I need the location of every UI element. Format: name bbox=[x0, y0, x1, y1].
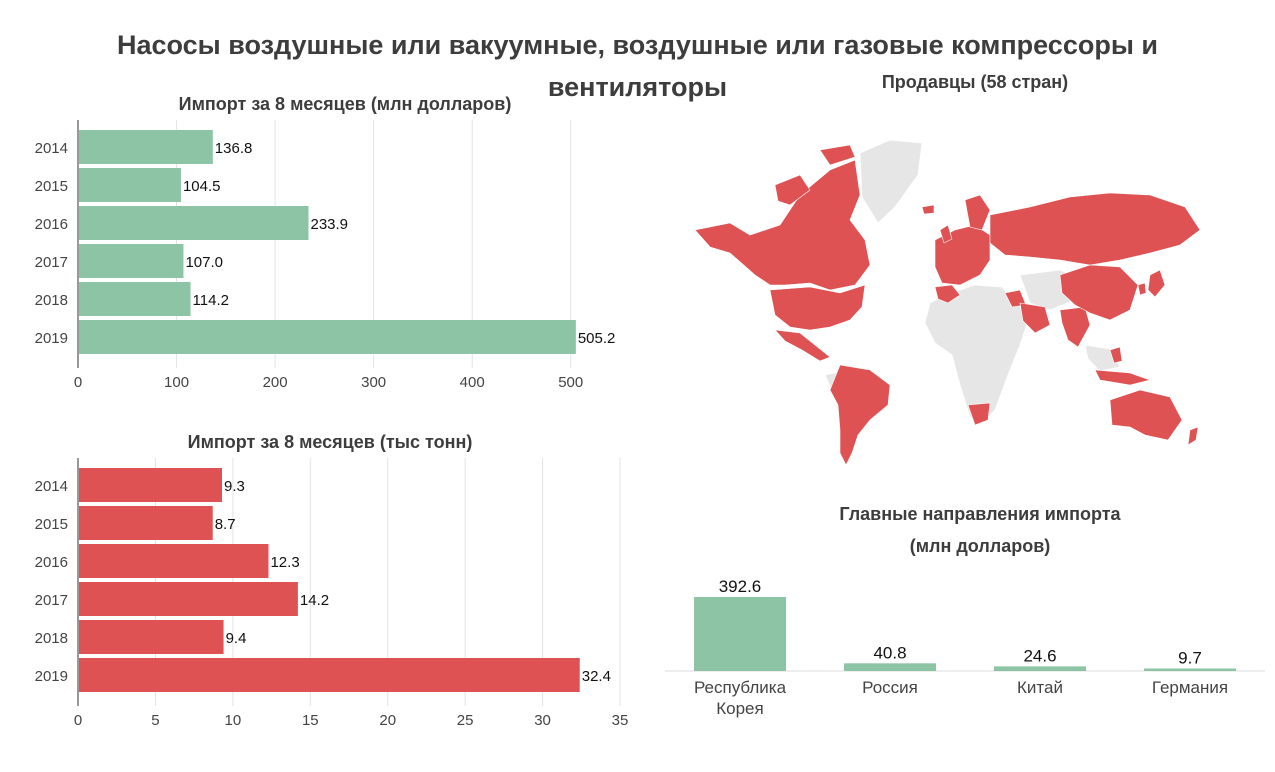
bar bbox=[79, 620, 224, 654]
data-label: 14.2 bbox=[300, 592, 329, 609]
x-tick-label: 20 bbox=[379, 712, 396, 728]
import-volume-bar-chart: 0 5 10 15 20 25 30 35 2014 9.3 2015 8.7 2016 12.3 2017… bbox=[35, 458, 629, 728]
data-label: 392.6 bbox=[719, 577, 762, 596]
data-label: 233.9 bbox=[310, 216, 348, 233]
map-subtitle: Продавцы (58 стран) bbox=[881, 72, 1069, 92]
chart-title-tonnes: Импорт за 8 месяцев (тыс тонн) bbox=[187, 432, 473, 452]
map-russia bbox=[989, 192, 1201, 266]
bar bbox=[79, 168, 181, 202]
bar bbox=[694, 597, 786, 671]
bar bbox=[79, 582, 298, 616]
map-scandinavia bbox=[964, 194, 991, 231]
data-label: 32.4 bbox=[582, 668, 611, 685]
map-middle-east bbox=[1019, 302, 1051, 334]
y-category-label: 2016 bbox=[35, 554, 68, 571]
data-label: 107.0 bbox=[185, 254, 223, 271]
map-india bbox=[1059, 306, 1091, 348]
sellers-world-map bbox=[694, 139, 1201, 466]
data-label: 40.8 bbox=[873, 643, 906, 662]
bar bbox=[79, 544, 269, 578]
bar bbox=[79, 130, 213, 164]
bar bbox=[79, 320, 576, 354]
map-south-america bbox=[829, 364, 891, 466]
data-label: 8.7 bbox=[215, 516, 236, 533]
x-tick-label: 10 bbox=[225, 712, 242, 728]
x-tick-label: 0 bbox=[74, 374, 82, 391]
bar bbox=[1144, 668, 1236, 671]
chart-title-usd: Импорт за 8 месяцев (млн долларов) bbox=[178, 94, 512, 114]
map-uk bbox=[939, 224, 953, 244]
map-china bbox=[1059, 264, 1139, 321]
bar bbox=[79, 468, 223, 502]
x-tick-label: 15 bbox=[302, 712, 319, 728]
y-category-label: 2019 bbox=[35, 330, 68, 347]
y-category-label: 2014 bbox=[35, 140, 68, 157]
y-category-label: 2018 bbox=[35, 292, 68, 309]
x-tick-label: 30 bbox=[534, 712, 551, 728]
x-category-label: Германия bbox=[1152, 678, 1228, 697]
bar bbox=[79, 282, 191, 316]
page-title: Насосы воздушные или вакуумные, воздушны… bbox=[116, 30, 1158, 102]
y-category-label: 2015 bbox=[35, 178, 68, 195]
chart-title-destinations: Главные направления импорта bbox=[839, 504, 1121, 524]
map-south-africa bbox=[967, 402, 991, 426]
chart-subtitle-destinations: (млн долларов) bbox=[909, 536, 1051, 556]
import-value-bar-chart: 0 100 200 300 400 500 2014 136.8 2015 104.5 2016 23… bbox=[35, 120, 616, 391]
map-arctic-islands bbox=[774, 144, 856, 206]
map-canada bbox=[694, 159, 871, 291]
data-label: 136.8 bbox=[215, 140, 253, 157]
map-iceland bbox=[921, 204, 935, 215]
x-tick-label: 100 bbox=[164, 374, 189, 391]
bar bbox=[844, 663, 936, 671]
map-greenland bbox=[859, 139, 923, 224]
data-label: 12.3 bbox=[270, 554, 299, 571]
bar bbox=[79, 206, 309, 240]
destinations-bar-chart: 392.6 Республика Корея 40.8 Россия 24.6 Китай 9… bbox=[665, 577, 1265, 718]
y-category-label: 2016 bbox=[35, 216, 68, 233]
map-mexico bbox=[774, 329, 831, 362]
x-tick-label: 25 bbox=[457, 712, 474, 728]
map-new-zealand bbox=[1187, 426, 1199, 446]
x-category-label: Россия bbox=[862, 678, 918, 697]
y-category-label: 2017 bbox=[35, 592, 68, 609]
data-label: 104.5 bbox=[183, 178, 221, 195]
data-label: 24.6 bbox=[1023, 646, 1056, 665]
map-australia bbox=[1109, 389, 1183, 441]
y-category-label: 2019 bbox=[35, 668, 68, 685]
data-label: 9.4 bbox=[226, 630, 247, 647]
map-usa bbox=[769, 284, 866, 331]
x-category-label: Корея bbox=[716, 699, 763, 718]
data-label: 9.3 bbox=[224, 478, 245, 495]
data-label: 505.2 bbox=[578, 330, 616, 347]
bar bbox=[79, 658, 580, 692]
y-category-label: 2017 bbox=[35, 254, 68, 271]
data-label: 114.2 bbox=[193, 292, 229, 309]
x-tick-label: 200 bbox=[263, 374, 288, 391]
x-category-label: Республика bbox=[694, 678, 787, 697]
bar bbox=[994, 666, 1086, 671]
x-tick-label: 500 bbox=[558, 374, 583, 391]
x-tick-label: 0 bbox=[74, 712, 82, 728]
map-japan bbox=[1137, 269, 1166, 298]
bar bbox=[79, 506, 213, 540]
x-tick-label: 400 bbox=[460, 374, 485, 391]
map-indonesia bbox=[1094, 346, 1152, 386]
bar bbox=[79, 244, 184, 278]
x-tick-label: 5 bbox=[151, 712, 159, 728]
x-tick-label: 300 bbox=[361, 374, 386, 391]
x-tick-label: 35 bbox=[612, 712, 629, 728]
y-category-label: 2014 bbox=[35, 478, 68, 495]
x-category-label: Китай bbox=[1017, 678, 1063, 697]
y-category-label: 2015 bbox=[35, 516, 68, 533]
data-label: 9.7 bbox=[1178, 649, 1202, 668]
y-category-label: 2018 bbox=[35, 630, 68, 647]
